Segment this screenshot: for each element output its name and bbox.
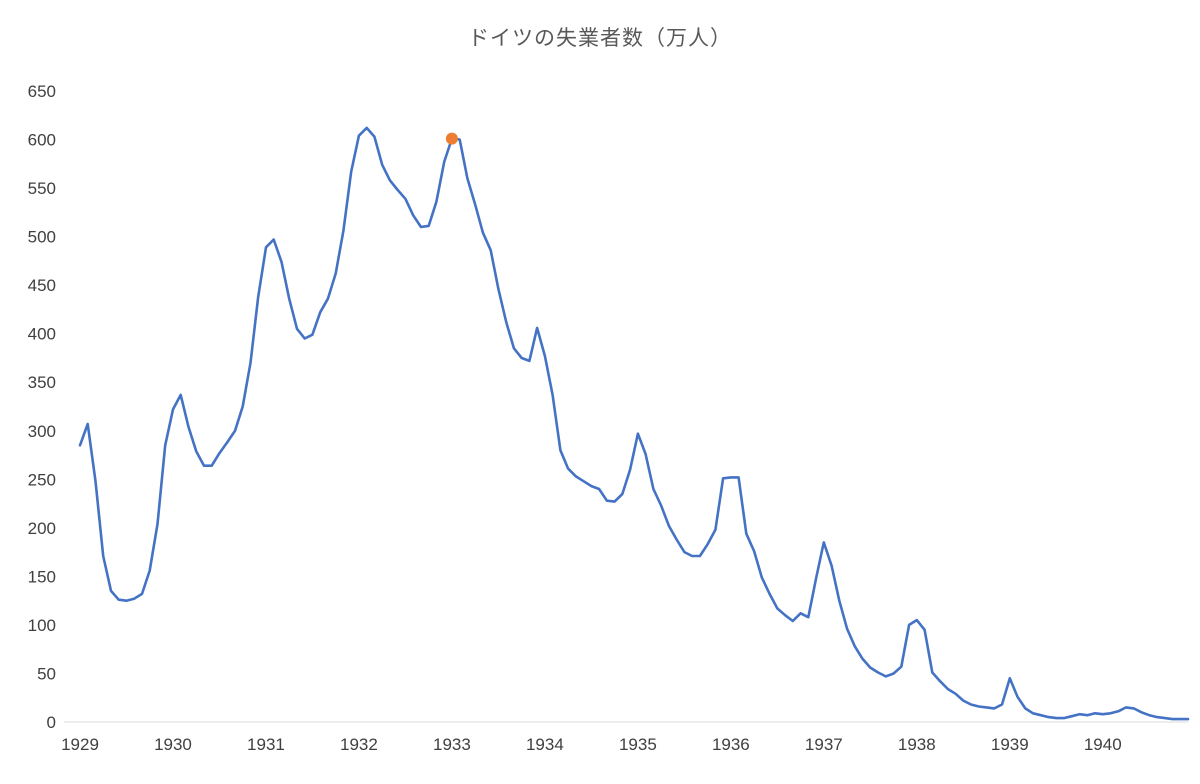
x-axis-tick-label: 1937 xyxy=(805,735,843,754)
peak-marker-point xyxy=(445,132,458,145)
y-axis-tick-label: 0 xyxy=(47,713,56,732)
y-axis-tick-label: 450 xyxy=(28,276,56,295)
x-axis-tick-label: 1931 xyxy=(247,735,285,754)
y-axis-tick-label: 300 xyxy=(28,422,56,441)
x-axis-tick-label: 1938 xyxy=(898,735,936,754)
x-axis-tick-label: 1932 xyxy=(340,735,378,754)
y-axis-tick-label: 250 xyxy=(28,470,56,489)
y-axis-tick-label: 500 xyxy=(28,228,56,247)
x-axis-tick-label: 1933 xyxy=(433,735,471,754)
y-axis-tick-label: 50 xyxy=(37,664,56,683)
y-axis-tick-label: 150 xyxy=(28,567,56,586)
y-axis-tick-label: 200 xyxy=(28,519,56,538)
x-axis-tick-label: 1940 xyxy=(1084,735,1122,754)
chart-title: ドイツの失業者数（万人） xyxy=(468,27,732,50)
x-axis-tick-label: 1935 xyxy=(619,735,657,754)
y-axis-tick-label: 550 xyxy=(28,179,56,198)
x-axis-tick-label: 1934 xyxy=(526,735,564,754)
unemployment-line-series xyxy=(78,126,1190,721)
x-axis-tick-label: 1929 xyxy=(61,735,99,754)
y-axis-tick-label: 650 xyxy=(28,82,56,101)
y-axis-tick-label: 350 xyxy=(28,373,56,392)
x-axis-tick-label: 1930 xyxy=(154,735,192,754)
y-axis-tick-label: 400 xyxy=(28,325,56,344)
y-axis-tick-label: 600 xyxy=(28,131,56,150)
x-axis-tick-label: 1939 xyxy=(991,735,1029,754)
y-axis-tick-label: 100 xyxy=(28,616,56,635)
x-axis-tick-label: 1936 xyxy=(712,735,750,754)
